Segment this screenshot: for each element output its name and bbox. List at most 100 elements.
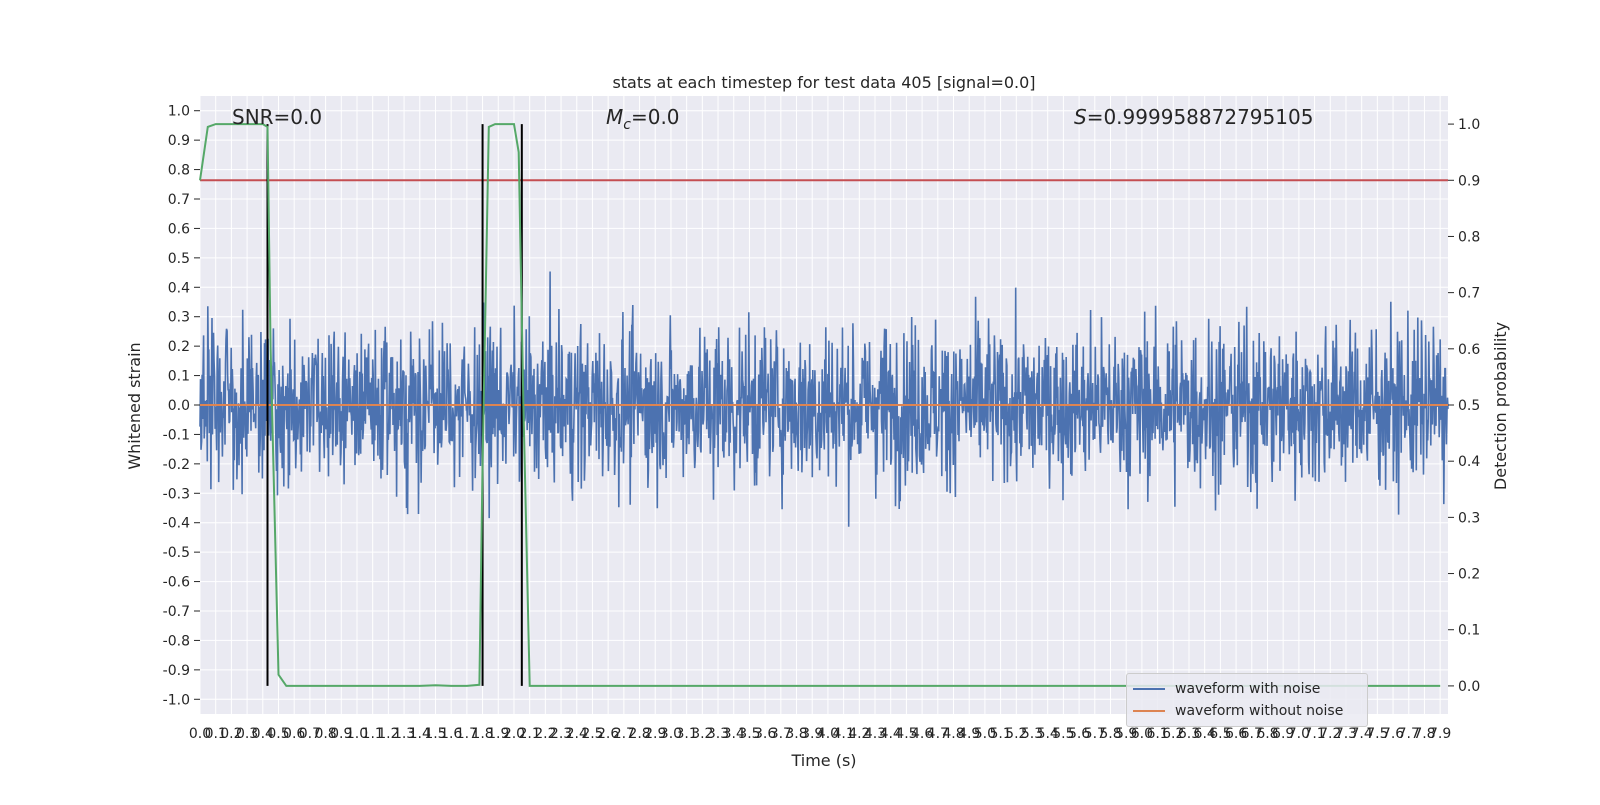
x-tick-label: 6.8 (1256, 726, 1278, 742)
x-tick-label: 0.0 (189, 726, 211, 742)
mc-value: =0.0 (631, 105, 680, 129)
x-tick-label: 2.9 (644, 726, 666, 742)
x-axis-label: Time (s) (790, 751, 856, 770)
left-tick-label: 0.3 (168, 310, 190, 326)
x-tick-label: 4.7 (927, 726, 949, 742)
noise-line (199, 271, 1449, 527)
x-tick-label: 6.1 (1146, 726, 1168, 742)
x-tick-label: 7.0 (1288, 726, 1310, 742)
x-tick-label: 1.0 (346, 726, 368, 742)
x-tick-label: 1.4 (409, 726, 431, 742)
x-tick-label: 3.6 (754, 726, 776, 742)
x-tick-label: 0.5 (267, 726, 289, 742)
right-tick-label: 0.7 (1458, 286, 1480, 302)
x-tick-label: 3.5 (738, 726, 760, 742)
noise-series (199, 271, 1449, 527)
x-tick-label: 2.1 (519, 726, 541, 742)
left-axis-ticks: 1.0 0.9 0.8 0.7 0.6 0.5 0.4 0.3 0.2 0.1 0.0 -0.1 -0.… (163, 104, 200, 708)
x-tick-label: 6.3 (1178, 726, 1200, 742)
x-tick-label: 4.9 (958, 726, 980, 742)
left-tick-label: -0.4 (163, 516, 190, 532)
left-tick-label: -1.0 (163, 692, 190, 708)
x-tick-label: 4.2 (848, 726, 870, 742)
x-tick-label: 7.7 (1398, 726, 1420, 742)
left-tick-label: -0.3 (163, 486, 190, 502)
x-tick-label: 0.7 (299, 726, 321, 742)
x-tick-label: 1.8 (471, 726, 493, 742)
x-tick-label: 6.7 (1241, 726, 1263, 742)
x-tick-label: 4.3 (864, 726, 886, 742)
x-tick-label: 7.4 (1351, 726, 1373, 742)
x-tick-label: 0.4 (252, 726, 274, 742)
left-tick-label: -0.7 (163, 604, 190, 620)
right-tick-label: 0.1 (1458, 623, 1480, 639)
mc-symbol: M (606, 105, 623, 129)
mc-subscript: c (623, 117, 631, 133)
right-axis-ticks: 1.0 0.9 0.8 0.7 0.6 0.5 0.4 0.3 0.2 0.1 0.0 (1448, 117, 1480, 695)
s-value: =0.999958872795105 (1087, 105, 1314, 129)
right-tick-label: 1.0 (1458, 117, 1480, 133)
x-tick-label: 5.2 (1005, 726, 1027, 742)
legend-swatch-with-noise (1133, 688, 1165, 690)
chart-title: stats at each timestep for test data 405… (612, 73, 1035, 92)
left-tick-label: 0.7 (168, 192, 190, 208)
x-tick-label: 5.5 (1052, 726, 1074, 742)
x-tick-label: 6.9 (1272, 726, 1294, 742)
right-axis-label: Detection probability (1491, 322, 1510, 490)
x-tick-label: 1.1 (362, 726, 384, 742)
x-tick-label: 7.9 (1429, 726, 1451, 742)
x-tick-label: 1.3 (393, 726, 415, 742)
x-tick-label: 5.1 (989, 726, 1011, 742)
left-tick-label: 0.6 (168, 221, 190, 237)
x-tick-label: 0.8 (314, 726, 336, 742)
left-tick-label: 0.2 (168, 339, 190, 355)
x-axis-ticks: 0.00.10.20.30.40.50.60.70.80.91.01.11.21… (189, 726, 1451, 742)
x-tick-label: 6.2 (1162, 726, 1184, 742)
detection-probability-series (199, 123, 1441, 687)
right-tick-label: 0.5 (1458, 398, 1480, 414)
x-tick-label: 4.4 (880, 726, 902, 742)
right-tick-label: 0.2 (1458, 567, 1480, 583)
right-tick-label: 0.4 (1458, 454, 1480, 470)
left-tick-label: 0.0 (168, 398, 190, 414)
legend-swatch-without-noise (1133, 710, 1165, 712)
x-tick-label: 6.0 (1131, 726, 1153, 742)
legend-item-with-noise: waveform with noise (1133, 679, 1320, 699)
x-tick-label: 5.7 (1084, 726, 1106, 742)
legend-label-with-noise: waveform with noise (1175, 681, 1321, 697)
x-tick-label: 3.2 (691, 726, 713, 742)
x-tick-label: 7.1 (1303, 726, 1325, 742)
left-tick-label: 0.9 (168, 133, 190, 149)
x-tick-label: 5.6 (1068, 726, 1090, 742)
x-tick-label: 7.2 (1319, 726, 1341, 742)
x-tick-label: 6.5 (1209, 726, 1231, 742)
left-tick-label: -0.2 (163, 457, 190, 473)
x-tick-label: 2.7 (613, 726, 635, 742)
x-tick-label: 0.3 (236, 726, 258, 742)
x-tick-label: 1.6 (440, 726, 462, 742)
left-tick-label: -0.5 (163, 545, 190, 561)
x-tick-label: 1.9 (487, 726, 509, 742)
detection-probability-line (199, 123, 1441, 687)
x-tick-label: 3.4 (723, 726, 745, 742)
right-tick-label: 0.3 (1458, 510, 1480, 526)
left-axis-label: Whitened strain (125, 342, 144, 469)
mc-annotation: Mc=0.0 (606, 105, 680, 133)
left-tick-label: 1.0 (168, 104, 190, 120)
x-tick-label: 4.1 (832, 726, 854, 742)
vertical-markers (266, 124, 523, 686)
x-tick-label: 2.4 (566, 726, 588, 742)
x-tick-label: 3.9 (801, 726, 823, 742)
x-tick-label: 0.9 (330, 726, 352, 742)
x-tick-label: 4.0 (817, 726, 839, 742)
x-tick-label: 7.6 (1382, 726, 1404, 742)
left-tick-label: -0.9 (163, 663, 190, 679)
x-tick-label: 0.6 (283, 726, 305, 742)
x-tick-label: 0.2 (220, 726, 242, 742)
x-tick-label: 4.6 (911, 726, 933, 742)
x-tick-label: 3.7 (770, 726, 792, 742)
x-tick-label: 0.1 (205, 726, 227, 742)
left-tick-label: 0.1 (168, 369, 190, 385)
